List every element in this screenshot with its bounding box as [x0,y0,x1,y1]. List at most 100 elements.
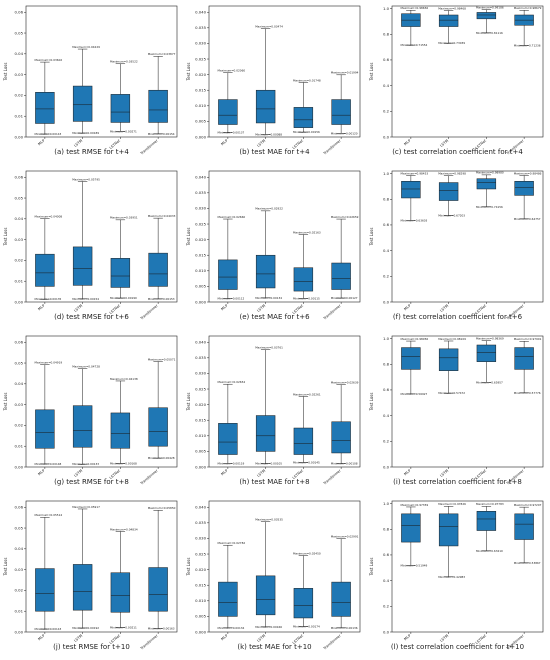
min-label: Minimum=0.00088 [255,132,282,136]
min-label: Minimum=0.00137 [217,131,244,135]
max-label: Maximum=0.97901 [514,337,542,341]
y-tick-label: 0.020 [195,402,206,407]
box-lstm: Maximum=0.04728 Minimum=0.00133 [72,364,100,466]
box-iqr [476,178,497,190]
box-iqr [35,409,55,449]
box-iqr [72,246,93,286]
max-label: Maximum=0.02659 [331,215,359,219]
max-label: Maximum=0.04834 [110,527,138,531]
box-iqr [218,99,238,125]
y-axis-label: Test Loss [369,63,374,82]
panel-caption: (b) test MAE for t+4 [239,148,310,156]
y-tick-label: 0.4 [383,83,390,88]
box-iqr [218,581,238,617]
min-label: Minimum=0.00105 [255,462,282,466]
y-tick-label: 0.0 [383,464,390,469]
x-tick-label: LSTNet [109,633,122,645]
y-tick-label: 0.00 [15,134,24,139]
chart-svg: 0.00 0.01 0.02 0.03 0.04 0.05 0.06 Test Loss Max… [3,170,178,321]
box-iqr [514,513,534,540]
y-tick-label: 0.030 [195,536,206,541]
box-lstm: Maximum=0.03535 Minimum=0.00166 [255,518,283,629]
y-axis-label: Test Loss [369,393,374,412]
box-iqr [293,267,314,292]
x-tick-label: MLP [403,138,412,146]
max-label: Maximum=0.03877 [148,52,176,56]
max-label: Maximum=0.98369 [476,336,504,340]
box-lstnet: Maximum=0.01748 Minimum=0.00156 [293,78,321,134]
min-label: Minimum=0.42983 [438,575,465,579]
max-label: Maximum=0.04728 [72,364,100,368]
box-lstm: Maximum=0.98298 Minimum=0.67203 [438,172,466,218]
panel-caption: (h) test MAE for t+8 [239,478,310,486]
max-label: Maximum=0.97826 [438,502,466,506]
max-label: Maximum=0.03535 [255,518,283,522]
y-tick-label: 0.0 [383,299,390,304]
min-label: Minimum=0.00211 [110,626,137,630]
y-tick-label: 0.010 [195,598,206,603]
y-tick-label: 0.03 [15,237,24,242]
max-label: Maximum=0.05071 [148,357,176,361]
y-tick-label: 0.06 [15,340,24,345]
y-tick-label: 0.0 [383,134,390,139]
x-tick-label: LSTM [256,139,266,148]
box-lstm: Maximum=0.05917 Minimum=0.00192 [72,505,100,630]
min-label: Minimum=0.71554 [400,43,427,47]
chart-svg: 0.00 0.01 0.02 0.03 0.04 0.05 0.06 Test Loss Max… [3,500,178,651]
y-tick-label: 0.03 [15,72,24,77]
y-tick-label: 0.02 [15,588,24,593]
y-tick-label: 0.06 [15,10,24,15]
max-label: Maximum=0.04033 [148,214,176,218]
y-tick-label: 0.010 [195,433,206,438]
panel-caption: (d) test RMSE for t+6 [54,313,129,321]
min-label: Minimum=0.00189 [72,131,99,135]
y-axis-label: Test Loss [186,393,191,412]
max-label: Maximum=0.02060 [217,69,245,73]
chart-svg: 0.000 0.005 0.010 0.015 0.020 0.025 0.030 0.035… [186,5,361,156]
max-label: Maximum=0.98056 [400,337,428,341]
box-mlp: Maximum=0.98656 Minimum=0.71554 [400,6,428,47]
min-label: Minimum=0.00174 [293,625,320,629]
max-label: Maximum=0.02782 [217,541,245,545]
plot-frame [208,5,361,138]
max-label: Maximum=0.98679 [514,6,542,10]
min-label: Minimum=0.00148 [34,462,61,466]
min-label: Minimum=0.00112 [217,297,244,301]
max-label: Maximum=0.05514 [34,513,62,517]
box-transformer: Maximum=0.01994 Minimum=0.00120 [331,71,359,136]
box-iqr [438,14,459,27]
box-iqr [438,182,459,201]
chart-svg: 0.00 0.01 0.02 0.03 0.04 0.05 0.06 Test Loss Max… [3,5,178,156]
y-tick-label: 0.000 [195,464,206,469]
chart-panel-7: 0.00 0.01 0.02 0.03 0.04 0.05 0.06 Test Loss Max… [0,330,183,495]
min-label: Minimum=0.63603 [400,218,427,222]
y-tick-label: 1.0 [383,171,390,176]
box-iqr [110,258,131,288]
y-tick-label: 0.2 [383,604,390,609]
max-label: Maximum=0.02261 [293,392,321,396]
y-tick-label: 0.8 [383,362,390,367]
box-mlp: Maximum=0.98453 Minimum=0.63603 [400,171,428,222]
max-label: Maximum=0.98453 [400,171,428,175]
y-tick-label: 0.4 [383,578,390,583]
plot-frame [25,500,178,633]
box-mlp: Maximum=0.02660 Minimum=0.00112 [217,215,245,301]
y-tick-label: 0.4 [383,248,390,253]
max-label: Maximum=0.04229 [72,45,100,49]
panel-caption: (f) test correlation coefficient for t+6 [392,313,523,321]
box-iqr [35,253,55,287]
x-tick-label: MLP [220,633,229,641]
x-tick-label: LSTM [256,304,266,313]
max-label: Maximum=0.02163 [293,230,321,234]
min-label: Minimum=0.00135 [34,297,61,301]
chart-panel-4: 0.00 0.01 0.02 0.03 0.04 0.05 0.06 Test Loss Max… [0,165,183,330]
max-label: Maximum=0.02922 [255,207,283,211]
min-label: Minimum=0.00119 [217,461,244,465]
min-label: Minimum=0.67203 [438,214,465,218]
y-tick-label: 0.005 [195,614,206,619]
min-label: Minimum=0.51949 [400,563,427,567]
y-tick-label: 1.0 [383,501,390,506]
box-lstm: Maximum=0.03761 Minimum=0.00105 [255,345,283,465]
chart-panel-12: 0.0 0.2 0.4 0.6 0.8 1.0 Test Loss Maximum=0.973… [366,495,549,660]
box-iqr [331,99,351,125]
